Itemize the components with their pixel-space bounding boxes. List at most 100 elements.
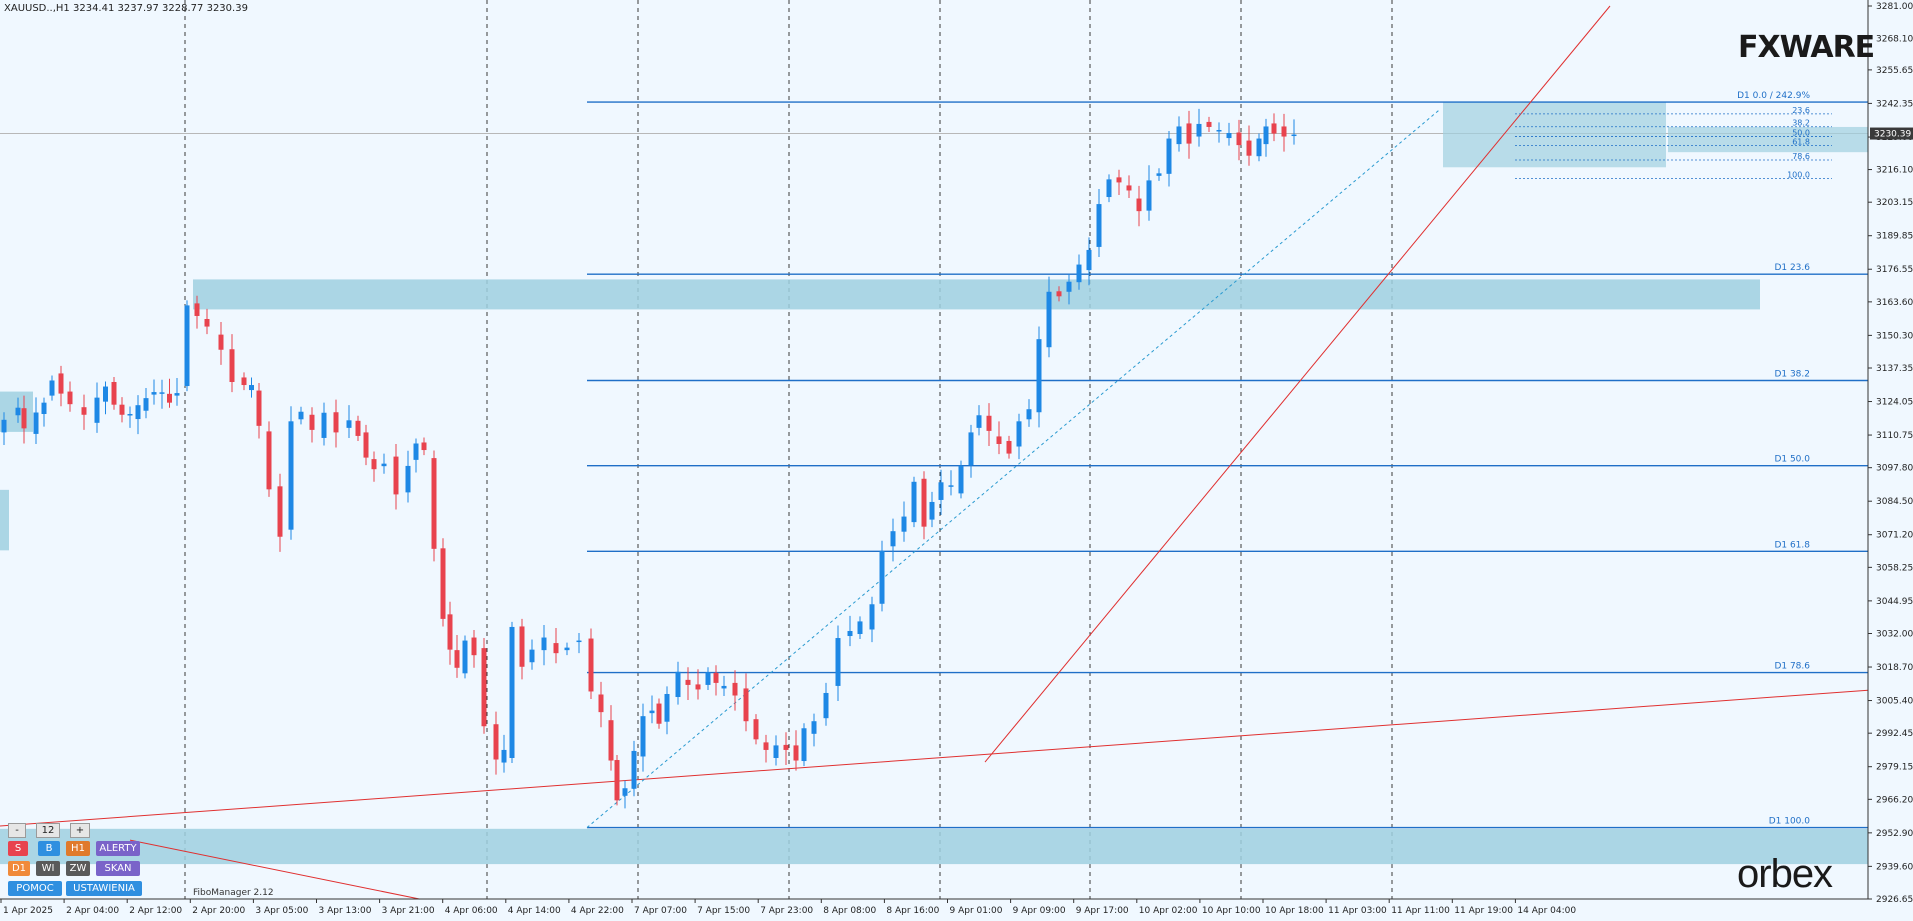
- fib-level-label: D1 23.6: [1774, 263, 1810, 273]
- candle-body: [94, 397, 100, 423]
- price-tick-label: 3255.65: [1876, 66, 1913, 76]
- candle-body: [1176, 126, 1182, 145]
- candle-body: [1116, 177, 1122, 183]
- candle-body: [405, 465, 411, 493]
- time-tick-label: 11 Apr 11:00: [1391, 906, 1450, 916]
- button-b[interactable]: B: [38, 841, 60, 856]
- candle-body: [801, 728, 807, 762]
- candle-body: [471, 637, 477, 656]
- candle-body: [1166, 138, 1172, 174]
- candle-body: [143, 398, 149, 411]
- candle-body: [958, 465, 964, 494]
- candle-body: [869, 604, 875, 630]
- h1-fib-label: 38.2: [1792, 119, 1810, 128]
- candle-body: [1126, 185, 1132, 191]
- candle-body: [1281, 126, 1287, 137]
- button-ustawienia[interactable]: USTAWIENIA: [66, 881, 142, 896]
- candle-body: [67, 391, 73, 405]
- candle-body: [1271, 123, 1277, 134]
- button-alerty[interactable]: ALERTY: [96, 841, 140, 856]
- candle-body: [588, 638, 594, 692]
- price-tick-label: 2966.20: [1876, 795, 1913, 805]
- price-tick-label: 3203.15: [1876, 198, 1913, 208]
- price-tick-label: 3216.10: [1876, 166, 1913, 176]
- candle-body: [705, 672, 711, 685]
- button-skan[interactable]: SKAN: [96, 861, 140, 876]
- fib-level-label: D1 0.0 / 242.9%: [1737, 91, 1810, 101]
- price-tick-label: 3150.30: [1876, 331, 1913, 341]
- candle-body: [614, 760, 620, 801]
- button-d1[interactable]: D1: [8, 861, 30, 876]
- time-tick-label: 3 Apr 21:00: [382, 906, 435, 916]
- candle-body: [783, 744, 789, 750]
- candle-body: [721, 685, 727, 689]
- candle-body: [333, 412, 339, 433]
- candle-body: [879, 550, 885, 604]
- price-tick-label: 3058.25: [1876, 563, 1913, 573]
- candle-body: [1156, 173, 1162, 176]
- candle-body: [277, 486, 283, 537]
- button-wi[interactable]: WI: [36, 861, 60, 876]
- candle-body: [49, 380, 55, 396]
- candle-body: [529, 649, 535, 663]
- h1-fib-label: 100.0: [1787, 171, 1810, 180]
- price-tick-label: 3110.75: [1876, 431, 1913, 441]
- candle-body: [509, 626, 515, 758]
- candle-body: [1226, 133, 1232, 139]
- candle-body: [256, 390, 262, 426]
- candle-body: [901, 516, 907, 532]
- fibo-manager-label: FiboManager 2.12: [193, 888, 274, 898]
- candle-body: [1106, 179, 1112, 198]
- zoom-level[interactable]: 12: [36, 823, 60, 838]
- candle-body: [773, 745, 779, 758]
- button-h1[interactable]: H1: [66, 841, 90, 856]
- candle-body: [1, 419, 7, 433]
- candle-body: [608, 720, 614, 761]
- candle-body: [151, 392, 157, 395]
- candle-body: [640, 716, 646, 757]
- ohlc-values: 3234.41 3237.97 3228.77 3230.39: [72, 3, 248, 14]
- button-s[interactable]: S: [8, 841, 28, 856]
- candle-body: [321, 412, 327, 438]
- price-tick-label: 3044.95: [1876, 597, 1913, 607]
- candle-body: [968, 432, 974, 466]
- h1-fib-label: 50.0: [1792, 129, 1810, 138]
- time-tick-label: 8 Apr 16:00: [886, 906, 939, 916]
- candle-body: [1076, 264, 1082, 283]
- candle-body: [58, 373, 64, 394]
- zoom-out-button[interactable]: -: [8, 823, 26, 838]
- time-tick-label: 2 Apr 20:00: [192, 906, 245, 916]
- candle-body: [194, 303, 200, 316]
- candle-body: [1196, 123, 1202, 137]
- time-tick-label: 4 Apr 06:00: [445, 906, 498, 916]
- candle-body: [1291, 134, 1297, 137]
- fib-level-label: D1 100.0: [1769, 817, 1811, 827]
- zoom-in-button[interactable]: +: [70, 823, 90, 838]
- price-tick-label: 3163.60: [1876, 298, 1913, 308]
- candle-body: [847, 630, 853, 637]
- current-price-label: 3230.39: [1874, 130, 1911, 140]
- candle-body: [921, 478, 927, 527]
- time-tick-label: 2 Apr 04:00: [66, 906, 119, 916]
- price-tick-label: 3281.00: [1876, 2, 1913, 12]
- candle-body: [793, 745, 799, 761]
- h1-fib-label: 61.8: [1792, 137, 1810, 146]
- time-tick-label: 14 Apr 04:00: [1517, 906, 1576, 916]
- trendline-rising: [984, 5, 1611, 763]
- candle-body: [393, 456, 399, 495]
- candle-body: [481, 648, 487, 727]
- candle-body: [298, 411, 304, 420]
- candle-body: [598, 694, 604, 713]
- button-pomoc[interactable]: POMOC: [8, 881, 62, 896]
- candle-body: [1216, 129, 1222, 132]
- button-zw[interactable]: ZW: [66, 861, 90, 876]
- candle-body: [1046, 291, 1052, 348]
- candle-body: [541, 637, 547, 651]
- candle-body: [695, 684, 701, 690]
- candle-body: [1086, 249, 1092, 271]
- h1-fib-zone: [1668, 126, 1868, 153]
- support-zone: [0, 828, 1868, 865]
- h1-fib-zone: [1443, 102, 1666, 168]
